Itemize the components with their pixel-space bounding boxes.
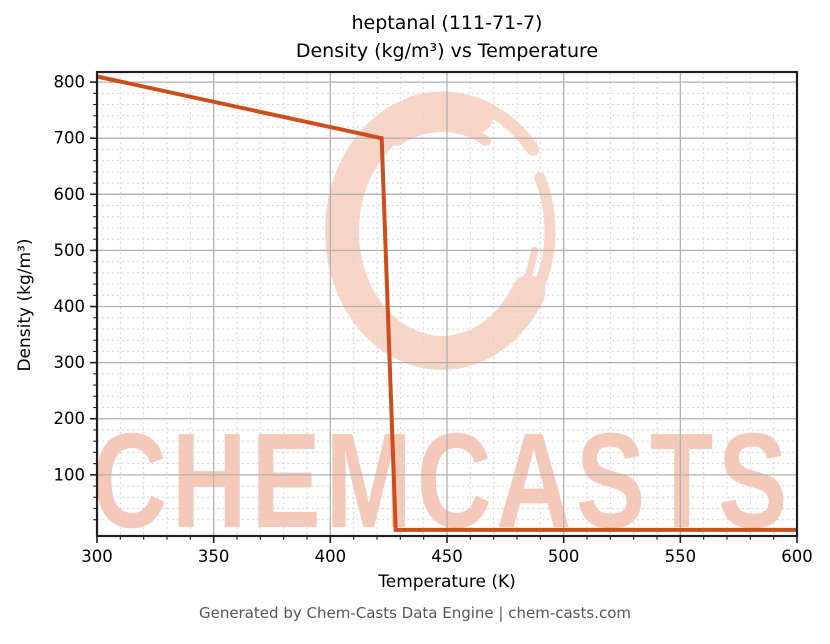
y-tick-label: 200 <box>54 409 86 428</box>
logo-brush-stroke <box>498 172 556 340</box>
y-tick-label: 400 <box>54 297 86 316</box>
chart-title-line2: Density (kg/m³) vs Temperature <box>295 40 599 62</box>
y-tick-label: 800 <box>54 73 86 92</box>
y-tick-label: 300 <box>54 353 86 372</box>
y-tick-label: 500 <box>54 241 86 260</box>
y-tick-label: 100 <box>54 465 86 484</box>
x-axis-label: Temperature (K) <box>378 572 516 592</box>
x-tick-label: 550 <box>665 547 697 566</box>
axes-layer: 300 350 400 450 500 550 600 100 200 300 400 500 600 7… <box>54 70 813 566</box>
y-tick-label: 600 <box>54 185 86 204</box>
watermark-text: CHEMCASTS <box>92 405 792 556</box>
series-layer <box>96 74 797 532</box>
chart-title-line1: heptanal (111-71-7) <box>351 12 543 34</box>
watermark-layer: CHEMCASTS <box>92 91 792 556</box>
x-tick-label: 350 <box>198 547 230 566</box>
y-tick-label: 700 <box>54 129 86 148</box>
y-axis-label: Density (kg/m³) <box>15 238 35 372</box>
grid-layer <box>96 72 798 536</box>
x-tick-label: 600 <box>781 547 813 566</box>
logo-brush-stroke <box>498 246 539 319</box>
x-tick-label: 500 <box>548 547 580 566</box>
x-tick-label: 300 <box>81 547 113 566</box>
footer-credit: Generated by Chem-Casts Data Engine | ch… <box>198 604 632 622</box>
density-curve <box>96 74 797 532</box>
x-tick-label: 450 <box>431 547 463 566</box>
x-tick-label: 400 <box>315 547 347 566</box>
